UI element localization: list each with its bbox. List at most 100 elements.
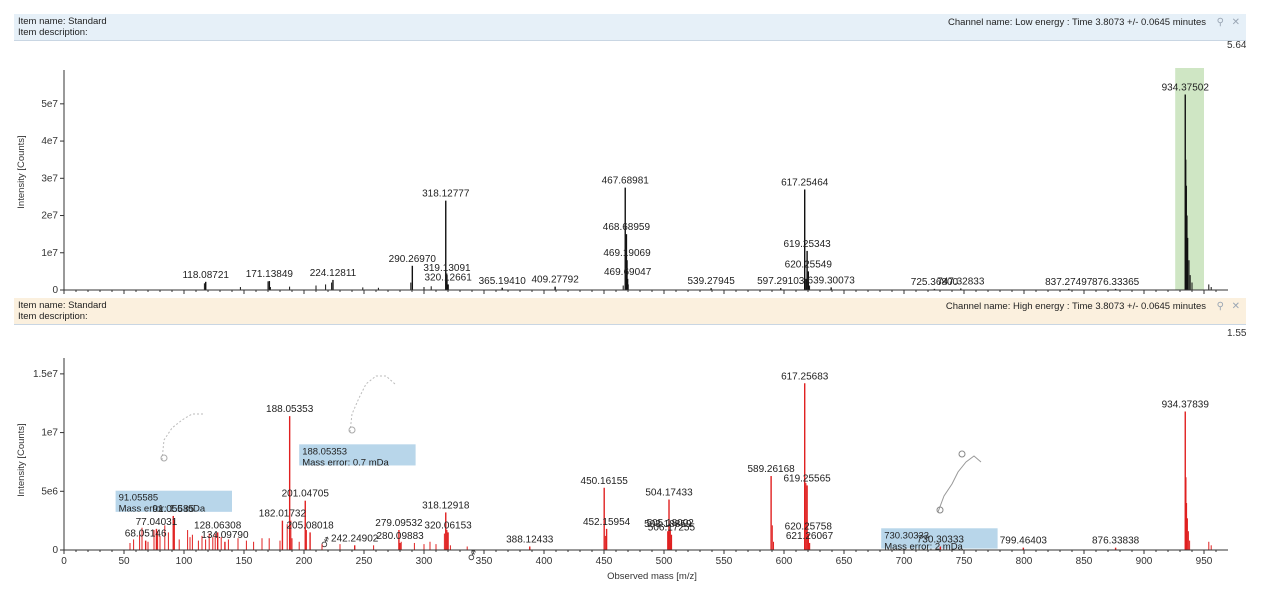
- item-description: Item description:: [18, 311, 88, 322]
- fragment-ring-icon: [958, 450, 966, 458]
- y-tick-label: 1e7: [41, 428, 58, 439]
- item-description: Item description:: [18, 27, 88, 38]
- fragment-ring-icon: [160, 454, 168, 462]
- peak-label: 639.30073: [808, 275, 856, 286]
- y-tick-label: 3e7: [41, 173, 58, 184]
- fragment-ring-icon: [348, 426, 356, 434]
- x-tick-label: 0: [61, 556, 67, 567]
- x-tick-label: 650: [836, 556, 853, 567]
- peak-label: 77.04031: [136, 517, 178, 528]
- peak-label: 319.13091: [423, 263, 471, 274]
- peak-label: 617.25683: [781, 371, 829, 382]
- item-name: Item name: Standard: [18, 300, 107, 311]
- panel-header: Item name: Standard Item description: Ch…: [14, 298, 1246, 325]
- high-energy-spectrum-panel: Item name: Standard Item description: Ch…: [14, 298, 1246, 586]
- selected-peak-highlight[interactable]: [1175, 68, 1204, 290]
- x-tick-label: 500: [656, 556, 673, 567]
- fragment-marker-icon[interactable]: ⚦: [467, 549, 477, 563]
- peak-label: 725.36800: [911, 277, 959, 288]
- callout-text: 188.05353: [302, 446, 347, 457]
- mass-error-callout[interactable]: [299, 444, 416, 466]
- peak-label: 201.04705: [282, 489, 330, 500]
- callout-text: Mass error: 2 mDa: [884, 541, 963, 552]
- fragment-structure-icon: [161, 413, 204, 461]
- mass-error-callout[interactable]: [881, 528, 998, 549]
- peak-label: 182.01732: [259, 509, 307, 520]
- peak-label: 188.05353: [266, 404, 314, 415]
- peak-label: 290.26970: [389, 254, 437, 265]
- peak-label: 118.08721: [182, 270, 229, 281]
- y-tick-label: 0: [52, 285, 58, 296]
- x-tick-label: 400: [536, 556, 553, 567]
- x-tick-label: 100: [176, 556, 193, 567]
- peak-label: 934.37839: [1162, 399, 1210, 410]
- peak-label: 619.25343: [783, 239, 831, 250]
- x-tick-label: 450: [596, 556, 613, 567]
- peak-label: 205.08018: [286, 520, 334, 531]
- peak-label: 503.18859: [644, 519, 692, 530]
- peak-label: 469.69047: [604, 267, 652, 278]
- peak-label: 320.06153: [424, 520, 472, 531]
- peak-label: 506.17255: [648, 523, 696, 534]
- peak-label: 747.32833: [937, 277, 985, 288]
- y-tick-label: 4e7: [41, 136, 58, 147]
- fragment-ring-icon: [936, 506, 944, 514]
- close-icon[interactable]: ✕: [1231, 17, 1240, 28]
- y-tick-label: 2e7: [41, 211, 58, 222]
- x-tick-label: 200: [296, 556, 313, 567]
- y-axis-title: Intensity [Counts]: [16, 135, 27, 208]
- peak-label: 280.09883: [376, 531, 424, 542]
- callout-text: Mass error: 1.6 mDa: [119, 504, 206, 515]
- peak-label: 876.33838: [1092, 536, 1140, 547]
- low-energy-plot[interactable]: 0501001502002503003504004505005506006507…: [14, 40, 1246, 296]
- callout-text: 91.05585: [119, 493, 159, 504]
- x-axis-title: Observed mass [m/z]: [607, 571, 697, 582]
- x-tick-label: 50: [118, 556, 130, 567]
- peak-label: 318.12777: [422, 189, 470, 200]
- mass-error-callout[interactable]: [115, 490, 232, 512]
- peak-label: 837.27497: [1045, 277, 1093, 288]
- peak-label: 409.27792: [531, 275, 579, 286]
- x-tick-label: 850: [1076, 556, 1093, 567]
- x-tick-label: 250: [356, 556, 373, 567]
- peak-label: 621.26067: [786, 531, 834, 542]
- peak-label: 619.25565: [783, 473, 831, 484]
- peak-label: 620.25549: [785, 259, 833, 270]
- y-tick-label: 0: [52, 545, 58, 556]
- peak-label: 68.05146: [125, 529, 167, 540]
- callout-text: Mass error: 0.7 mDa: [302, 457, 389, 468]
- peak-label: 128.06308: [194, 520, 242, 531]
- x-tick-label: 600: [776, 556, 793, 567]
- x-tick-label: 900: [1136, 556, 1153, 567]
- channel-name: Channel name: High energy : Time 3.8073 …: [945, 301, 1206, 312]
- x-tick-label: 700: [896, 556, 913, 567]
- callout-text: 730.30333: [884, 530, 929, 541]
- peak-label: 279.09532: [375, 518, 423, 529]
- peak-label: 171.13849: [246, 269, 294, 280]
- peak-label: 876.33365: [1092, 277, 1140, 288]
- x-tick-label: 550: [716, 556, 733, 567]
- peak-label: 468.68959: [603, 222, 651, 233]
- panel-header: Item name: Standard Item description: Ch…: [14, 14, 1246, 41]
- peak-label: 224.12811: [310, 268, 357, 279]
- close-icon[interactable]: ✕: [1231, 301, 1240, 312]
- peak-label: 318.12918: [422, 500, 470, 511]
- y-tick-label: 5e7: [41, 99, 58, 110]
- peak-label: 597.29103: [757, 276, 805, 287]
- fragment-structure-icon: [349, 375, 396, 433]
- y-tick-label: 1.5e7: [33, 369, 58, 380]
- peak-label: 469.19069: [603, 248, 651, 259]
- fragment-marker-icon[interactable]: ⚦: [320, 536, 330, 550]
- structure-sketches: ⚦ ⚦: [160, 375, 982, 563]
- pin-icon[interactable]: ⚲: [1216, 17, 1224, 28]
- peak-label: 320.12661: [425, 272, 473, 283]
- peak-label: 505.18002: [647, 518, 695, 529]
- peak-label: 467.68981: [602, 176, 650, 187]
- item-name: Item name: Standard: [18, 16, 107, 27]
- peak-label: 934.37502: [1162, 83, 1210, 94]
- pin-icon[interactable]: ⚲: [1216, 301, 1224, 312]
- channel-name: Channel name: Low energy : Time 3.8073 +…: [948, 17, 1206, 28]
- x-tick-label: 750: [956, 556, 973, 567]
- peak-label: 365.19410: [479, 276, 527, 287]
